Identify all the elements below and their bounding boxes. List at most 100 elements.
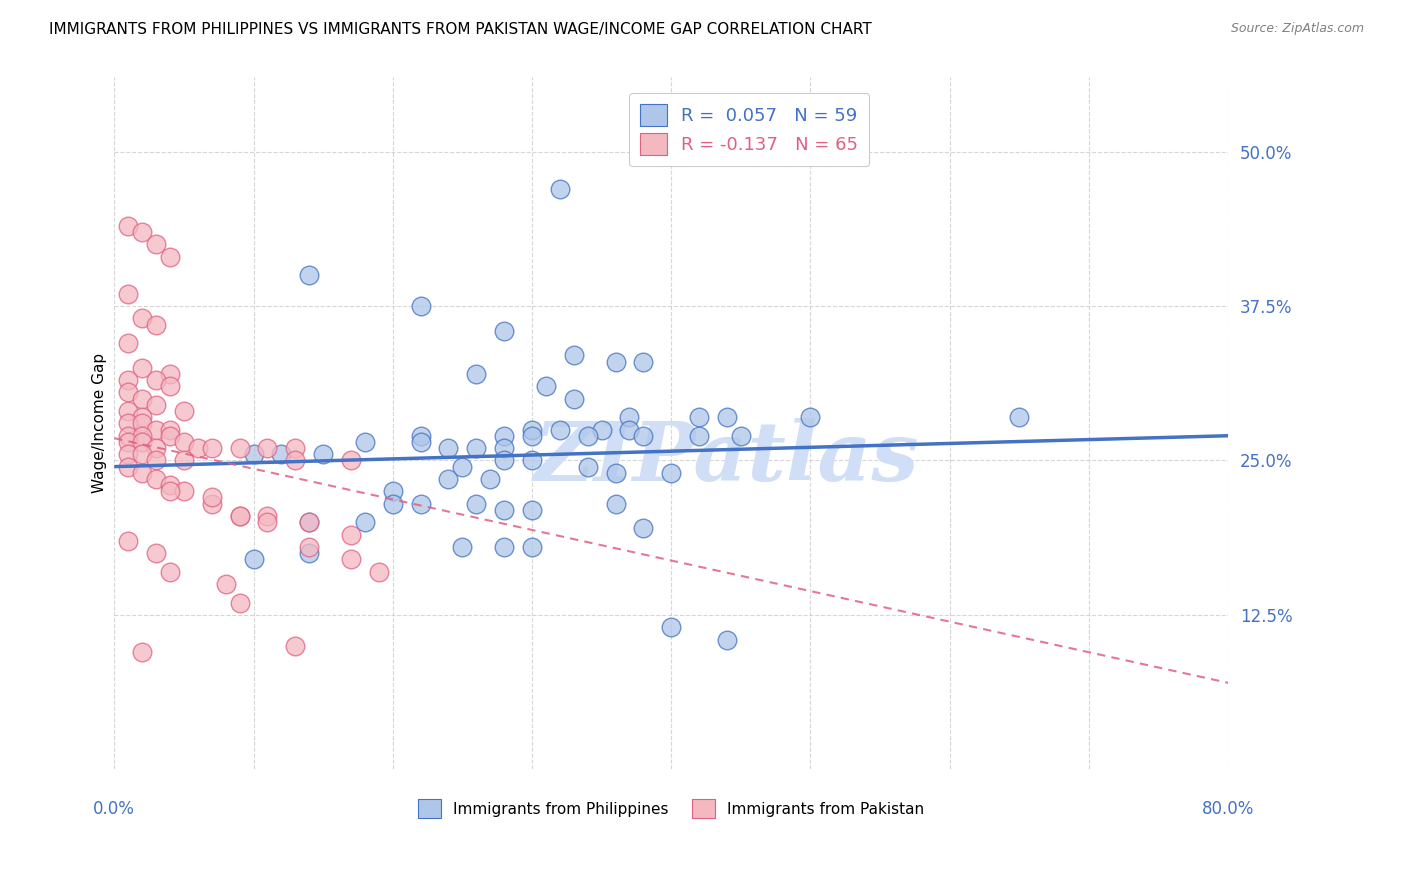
Point bbox=[494, 428, 516, 442]
Point bbox=[159, 379, 181, 393]
Point bbox=[548, 181, 571, 195]
Point bbox=[576, 459, 599, 474]
Point bbox=[730, 428, 752, 442]
Point bbox=[159, 428, 181, 442]
Point bbox=[145, 237, 167, 252]
Point bbox=[228, 509, 250, 524]
Point bbox=[117, 434, 139, 449]
Point bbox=[131, 225, 153, 239]
Point bbox=[256, 441, 278, 455]
Point bbox=[340, 527, 363, 541]
Point bbox=[173, 434, 195, 449]
Point bbox=[242, 552, 264, 566]
Point bbox=[437, 441, 460, 455]
Point bbox=[256, 509, 278, 524]
Point bbox=[145, 441, 167, 455]
Point bbox=[409, 434, 432, 449]
Point bbox=[381, 484, 404, 499]
Point bbox=[117, 417, 139, 431]
Point bbox=[284, 639, 307, 653]
Point bbox=[228, 441, 250, 455]
Point bbox=[131, 392, 153, 406]
Point bbox=[256, 515, 278, 529]
Point bbox=[520, 423, 543, 437]
Point bbox=[298, 540, 321, 554]
Point bbox=[494, 453, 516, 467]
Point bbox=[494, 324, 516, 338]
Point bbox=[465, 497, 488, 511]
Point bbox=[451, 459, 474, 474]
Point bbox=[1008, 410, 1031, 425]
Point bbox=[381, 497, 404, 511]
Point bbox=[145, 546, 167, 560]
Point bbox=[117, 459, 139, 474]
Point bbox=[131, 645, 153, 659]
Point bbox=[131, 417, 153, 431]
Point bbox=[465, 441, 488, 455]
Point bbox=[298, 546, 321, 560]
Point bbox=[145, 373, 167, 387]
Point bbox=[534, 379, 557, 393]
Point bbox=[117, 447, 139, 461]
Point bbox=[228, 509, 250, 524]
Point bbox=[117, 404, 139, 418]
Point bbox=[354, 434, 377, 449]
Text: ZIPatlas: ZIPatlas bbox=[534, 418, 920, 498]
Point bbox=[688, 410, 710, 425]
Point bbox=[117, 336, 139, 351]
Point bbox=[520, 540, 543, 554]
Point bbox=[159, 367, 181, 381]
Point bbox=[145, 398, 167, 412]
Point bbox=[284, 441, 307, 455]
Point bbox=[131, 428, 153, 442]
Point bbox=[619, 410, 641, 425]
Point bbox=[228, 595, 250, 609]
Point bbox=[562, 348, 585, 362]
Point bbox=[159, 250, 181, 264]
Point bbox=[284, 453, 307, 467]
Point bbox=[201, 497, 224, 511]
Point bbox=[633, 521, 655, 535]
Point bbox=[117, 428, 139, 442]
Point bbox=[605, 497, 627, 511]
Point bbox=[799, 410, 821, 425]
Point bbox=[242, 447, 264, 461]
Point bbox=[562, 392, 585, 406]
Point bbox=[340, 453, 363, 467]
Y-axis label: Wage/Income Gap: Wage/Income Gap bbox=[93, 353, 107, 493]
Point bbox=[494, 540, 516, 554]
Point bbox=[131, 311, 153, 326]
Point bbox=[659, 620, 682, 634]
Text: 80.0%: 80.0% bbox=[1202, 800, 1254, 818]
Point bbox=[131, 466, 153, 480]
Point bbox=[131, 360, 153, 375]
Point bbox=[131, 410, 153, 425]
Point bbox=[173, 484, 195, 499]
Point bbox=[145, 453, 167, 467]
Point bbox=[367, 565, 389, 579]
Point bbox=[633, 428, 655, 442]
Point bbox=[716, 632, 738, 647]
Point bbox=[520, 503, 543, 517]
Point bbox=[159, 484, 181, 499]
Point bbox=[131, 447, 153, 461]
Point bbox=[591, 423, 613, 437]
Point bbox=[520, 453, 543, 467]
Point bbox=[688, 428, 710, 442]
Legend: Immigrants from Philippines, Immigrants from Pakistan: Immigrants from Philippines, Immigrants … bbox=[412, 793, 931, 824]
Point bbox=[173, 404, 195, 418]
Point bbox=[298, 515, 321, 529]
Point bbox=[270, 447, 292, 461]
Point bbox=[479, 472, 502, 486]
Text: Source: ZipAtlas.com: Source: ZipAtlas.com bbox=[1230, 22, 1364, 36]
Point bbox=[117, 533, 139, 548]
Point bbox=[145, 423, 167, 437]
Point bbox=[117, 373, 139, 387]
Point bbox=[340, 552, 363, 566]
Point bbox=[298, 268, 321, 282]
Point bbox=[145, 472, 167, 486]
Point bbox=[409, 299, 432, 313]
Point bbox=[576, 428, 599, 442]
Point bbox=[298, 515, 321, 529]
Point bbox=[633, 354, 655, 368]
